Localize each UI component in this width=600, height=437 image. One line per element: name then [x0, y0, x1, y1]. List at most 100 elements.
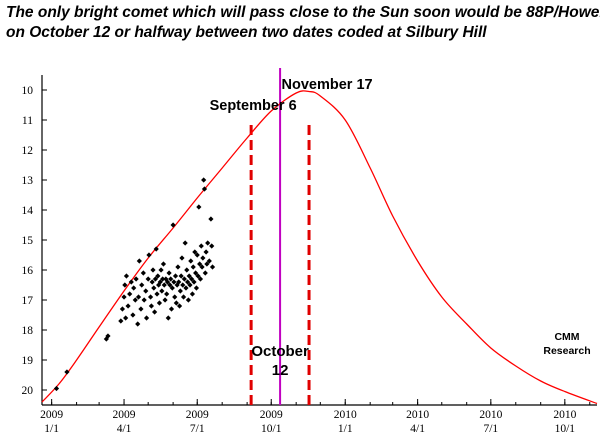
- observation-point: [135, 294, 142, 300]
- credit-line-2: Research: [543, 345, 590, 357]
- observation-point: [53, 385, 60, 392]
- y-tick-label: 16: [22, 265, 34, 277]
- label-november-17: November 17: [282, 77, 373, 93]
- y-tick-label: 14: [22, 205, 34, 217]
- observation-point: [159, 288, 165, 294]
- predicted-brightness-curve: [41, 90, 598, 405]
- x-tick-label-year: 2009: [40, 409, 63, 421]
- observation-point: [180, 282, 186, 288]
- observation-point: [188, 258, 194, 264]
- y-tick-label: 15: [22, 235, 34, 247]
- observation-point: [166, 270, 172, 276]
- observation-point: [168, 306, 175, 312]
- x-tick-label-date: 10/1: [555, 423, 576, 435]
- observation-point: [185, 297, 191, 303]
- observation-point: [197, 276, 204, 282]
- predicted-curve-path: [41, 90, 598, 405]
- observation-point: [201, 177, 207, 183]
- observation-point: [196, 204, 202, 210]
- x-tick-label-date: 10/1: [261, 423, 282, 435]
- x-tick-label-date: 4/1: [410, 423, 425, 435]
- y-tick-label: 11: [22, 115, 33, 127]
- observation-point: [200, 255, 206, 261]
- observation-point: [162, 297, 168, 303]
- observation-point: [186, 273, 192, 279]
- observation-point: [64, 369, 70, 375]
- observation-point: [171, 279, 177, 285]
- x-tick-label-date: 7/1: [483, 423, 498, 435]
- observation-point: [172, 273, 179, 279]
- observation-point: [143, 288, 149, 294]
- label-september-6: September 6: [210, 98, 297, 114]
- observation-point: [141, 297, 147, 303]
- observation-point: [177, 288, 183, 294]
- observation-point: [156, 300, 163, 306]
- x-tick-label-year: 2009: [186, 409, 209, 421]
- observation-point: [180, 294, 187, 300]
- chart-title: The only bright comet which will pass cl…: [6, 4, 600, 41]
- x-tick-label-date: 4/1: [117, 423, 132, 435]
- credit: CMM Research: [543, 331, 590, 357]
- observation-point: [205, 240, 211, 246]
- observation-point: [209, 243, 215, 249]
- observation-point: [197, 261, 203, 267]
- observation-point: [138, 306, 144, 312]
- observation-point: [172, 294, 178, 300]
- x-tick-label-date: 1/1: [338, 423, 353, 435]
- observation-point: [149, 279, 155, 285]
- observation-point: [175, 264, 181, 270]
- observation-point: [147, 294, 154, 300]
- y-tick-label: 20: [22, 385, 34, 397]
- y-tick-label: 18: [22, 325, 34, 337]
- observation-point: [154, 291, 160, 297]
- observation-point: [165, 315, 171, 321]
- observation-point: [130, 312, 136, 318]
- observation-point: [209, 264, 216, 270]
- observation-point: [140, 270, 146, 276]
- observation-point: [105, 333, 111, 339]
- observation-point: [191, 279, 197, 285]
- observation-point: [190, 264, 196, 270]
- observation-point: [123, 315, 129, 321]
- y-tick-label: 13: [22, 175, 34, 187]
- observation-point: [193, 285, 200, 291]
- observation-point: [183, 285, 189, 291]
- x-tick-label-year: 2010: [553, 409, 576, 421]
- observation-point: [160, 261, 167, 267]
- x-tick-label-date: 1/1: [44, 423, 59, 435]
- observation-point: [131, 285, 137, 291]
- observation-point: [157, 279, 163, 285]
- title-line-2: on October 12 or halfway between two dat…: [6, 24, 487, 41]
- observation-point: [176, 279, 182, 285]
- x-tick-label-date: 7/1: [190, 423, 205, 435]
- observation-point: [192, 249, 198, 255]
- observation-point: [199, 264, 205, 270]
- observation-point: [167, 282, 173, 288]
- observation-point: [189, 276, 195, 282]
- observation-point: [161, 282, 167, 288]
- observation-point: [193, 270, 199, 276]
- y-tick-label: 10: [22, 85, 34, 97]
- observation-point: [206, 258, 212, 264]
- observation-point: [139, 282, 145, 288]
- observation-point: [153, 246, 159, 252]
- observation-point: [181, 276, 187, 282]
- observation-point: [178, 273, 184, 279]
- observation-points: [53, 177, 216, 392]
- observation-point: [135, 321, 141, 327]
- observation-point: [168, 276, 174, 282]
- observation-point: [133, 276, 139, 282]
- observation-point: [189, 291, 196, 297]
- y-tick-label: 17: [22, 295, 34, 307]
- observation-point: [195, 273, 201, 279]
- label-october: October: [251, 343, 309, 360]
- observation-point: [203, 249, 209, 255]
- observation-point: [164, 279, 171, 285]
- y-tick-label: 19: [22, 355, 34, 367]
- observation-point: [132, 297, 138, 303]
- axes: 10 11 12 13 14 15 16 17 18 19 20 2009 1/1 2009 4/1 2009…: [22, 75, 597, 435]
- observation-point: [127, 291, 133, 297]
- observation-point: [148, 303, 154, 309]
- observation-point: [182, 240, 188, 246]
- x-tick-label-year: 2010: [334, 409, 357, 421]
